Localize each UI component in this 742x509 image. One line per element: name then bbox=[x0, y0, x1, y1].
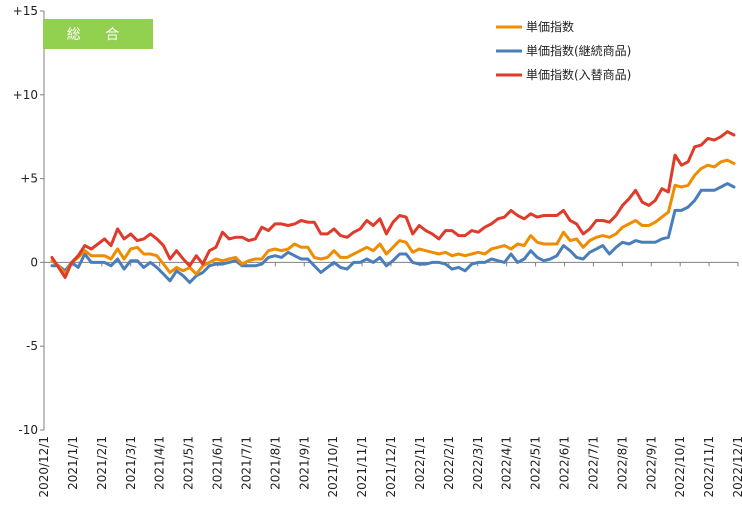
x-tick-label: 2021/3/1 bbox=[124, 436, 138, 490]
legend-label-1: 単価指数(継続商品) bbox=[526, 43, 631, 58]
x-tick-label: 2021/7/1 bbox=[239, 436, 253, 490]
x-tick-label: 2022/2/1 bbox=[442, 436, 456, 490]
series-line-2 bbox=[50, 130, 736, 279]
y-tick-label: -5 bbox=[26, 339, 38, 353]
x-tick-label: 2022/9/1 bbox=[644, 436, 658, 490]
x-tick-label: 2021/8/1 bbox=[268, 436, 282, 490]
series-line-0 bbox=[50, 158, 736, 276]
legend-label-0: 単価指数 bbox=[526, 19, 574, 34]
x-axis-ticks: 2020/12/1 2021/1/1 2021/2/1 2021/3/1 2021/4/… bbox=[37, 262, 742, 498]
y-tick-label: +15 bbox=[13, 4, 38, 18]
x-tick-label: 2021/2/1 bbox=[95, 436, 109, 490]
x-tick-label: 2022/6/1 bbox=[558, 436, 572, 490]
x-tick-label: 2021/6/1 bbox=[211, 436, 225, 490]
x-tick-label: 2020/12/1 bbox=[37, 436, 51, 498]
x-tick-label: 2021/9/1 bbox=[297, 436, 311, 490]
series-line-1 bbox=[50, 182, 736, 284]
series-lines bbox=[50, 130, 736, 284]
x-tick-label: 2022/7/1 bbox=[586, 436, 600, 490]
x-tick-label: 2022/12/1 bbox=[731, 436, 742, 498]
x-tick-label: 2022/8/1 bbox=[615, 436, 629, 490]
x-tick-label: 2022/10/1 bbox=[673, 436, 687, 498]
y-tick-label: -10 bbox=[18, 423, 38, 437]
x-tick-label: 2021/1/1 bbox=[66, 436, 80, 490]
y-axis-ticks: -10 -5 0 +5 +10 +15 bbox=[13, 4, 44, 437]
legend-label-2: 単価指数(入替商品) bbox=[526, 67, 631, 82]
x-tick-label: 2021/10/1 bbox=[326, 436, 340, 498]
x-tick-label: 2021/11/1 bbox=[355, 436, 369, 498]
badge-label: 総 合 bbox=[67, 27, 129, 43]
x-tick-label: 2021/4/1 bbox=[153, 436, 167, 490]
y-tick-label: 0 bbox=[30, 255, 38, 269]
x-tick-label: 2022/5/1 bbox=[529, 436, 543, 490]
y-tick-label: +10 bbox=[13, 88, 38, 102]
y-tick-label: +5 bbox=[20, 172, 38, 186]
x-tick-label: 2021/5/1 bbox=[182, 436, 196, 490]
x-tick-label: 2022/3/1 bbox=[471, 436, 485, 490]
x-tick-label: 2022/11/1 bbox=[702, 436, 716, 498]
badge-background bbox=[43, 19, 153, 49]
x-tick-label: 2021/12/1 bbox=[384, 436, 398, 498]
x-tick-label: 2022/4/1 bbox=[500, 436, 514, 490]
chart-badge: 総 合 bbox=[43, 19, 153, 49]
x-tick-label: 2022/1/1 bbox=[413, 436, 427, 490]
